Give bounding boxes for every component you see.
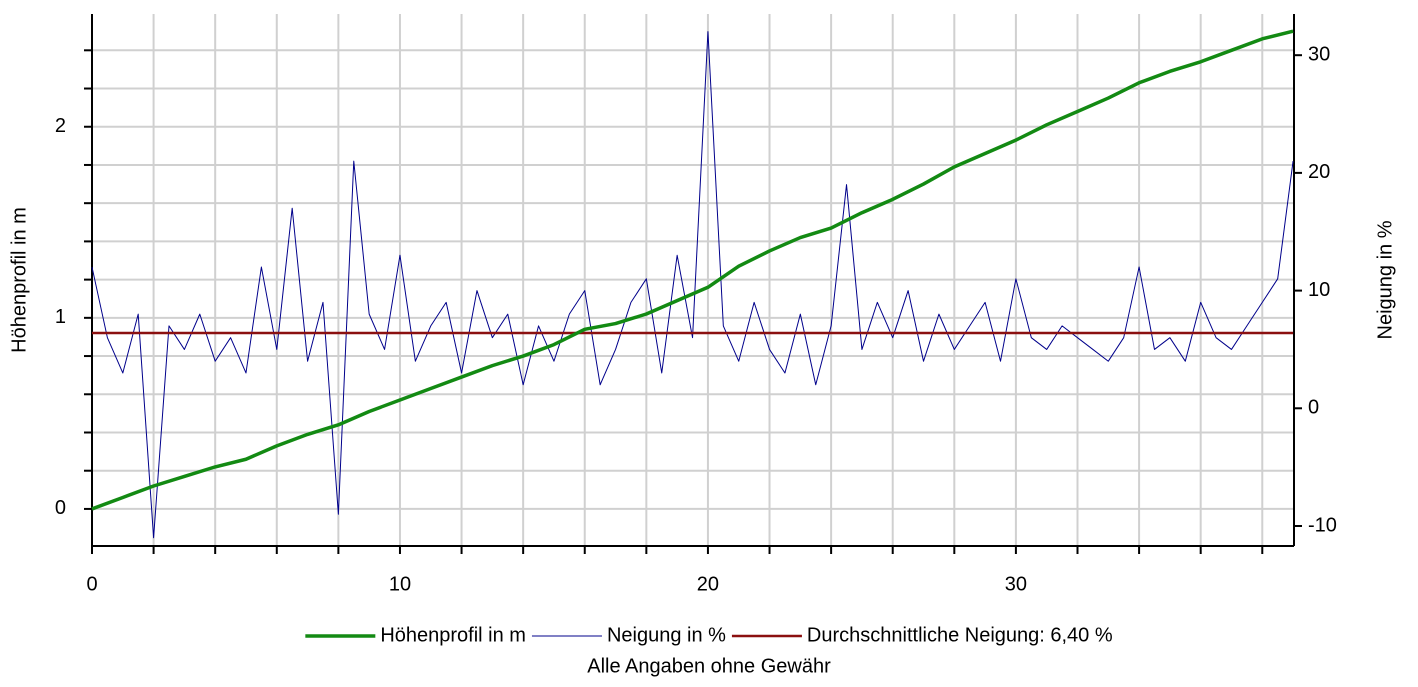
x-tick-label: 0 [86, 573, 97, 595]
series-line [91, 31, 1294, 539]
y2-tick-label: 0 [1308, 397, 1319, 419]
x-tick-label: 10 [389, 573, 411, 595]
y-tick-label: 0 [55, 497, 66, 519]
legend-label: Durchschnittliche Neigung: 6,40 % [807, 624, 1113, 646]
legend-label: Neigung in % [607, 624, 726, 646]
y2-tick-label: 10 [1308, 279, 1330, 301]
y-tick-label: 1 [55, 306, 66, 328]
y-axis-label: Höhenprofil in m [8, 207, 30, 353]
series-line [91, 29, 1294, 511]
caption: Alle Angaben ohne Gewähr [587, 655, 831, 677]
y2-axis-label: Neigung in % [1374, 220, 1396, 339]
x-tick-label: 20 [697, 573, 719, 595]
y-tick-label: 2 [55, 115, 66, 137]
y2-tick-label: -10 [1308, 514, 1337, 536]
y2-tick-label: 20 [1308, 161, 1330, 183]
legend-label: Höhenprofil in m [380, 624, 526, 646]
y2-tick-label: 30 [1308, 43, 1330, 65]
x-tick-label: 30 [1005, 573, 1027, 595]
